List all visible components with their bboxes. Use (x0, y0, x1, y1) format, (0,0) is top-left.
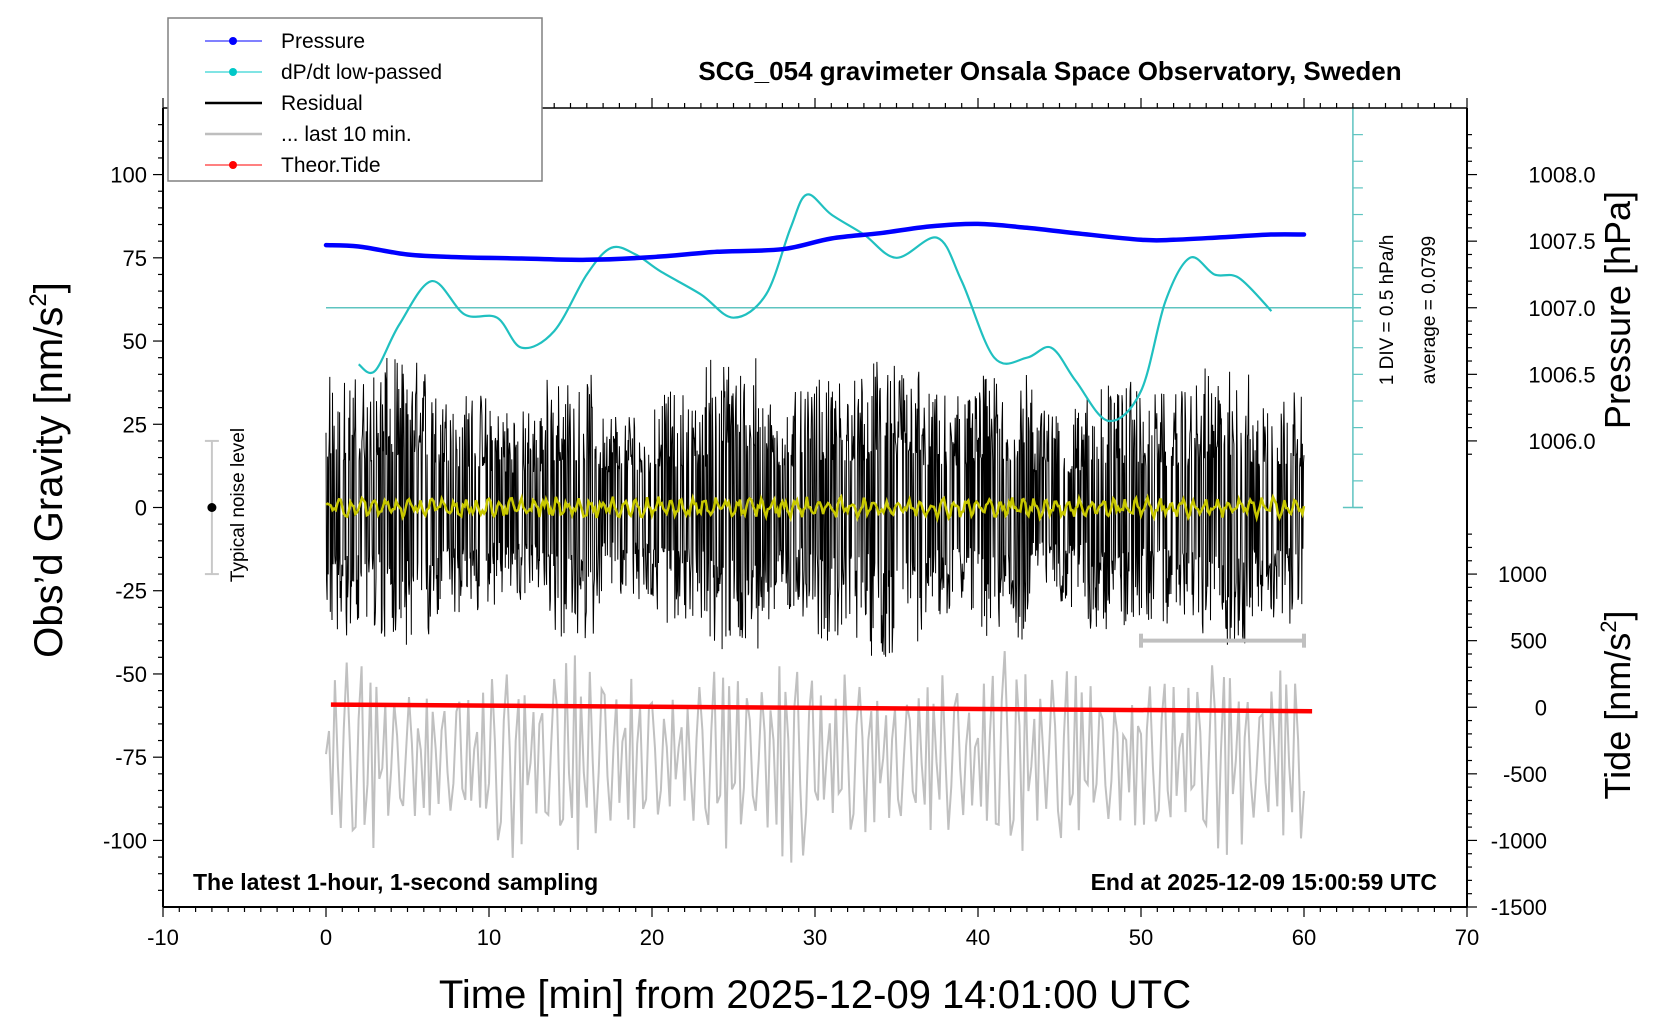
legend-marker-dot (229, 161, 237, 169)
legend-marker-dot (229, 37, 237, 45)
series-last-10-min (325, 651, 1305, 863)
axes: -10 0 10 20 30 40 50 60 701007550250-25-50-75-10… (103, 98, 1596, 950)
legend-box (167, 17, 543, 182)
series-theor-tide (330, 702, 1313, 714)
y-tick-label: 25 (123, 412, 147, 437)
noise-marker-label: Typical noise level (228, 428, 249, 582)
x-tick-label: 40 (966, 925, 990, 950)
tide-tick-label: -500 (1503, 762, 1547, 787)
y-axis-title-tide-close: ] (1597, 611, 1638, 621)
series-dpdt-lowpassed (357, 193, 1273, 423)
y-tick-label: 0 (135, 496, 147, 521)
x-tick-label: 70 (1455, 925, 1479, 950)
pressure-tick-label: 1006.5 (1528, 362, 1595, 387)
x-tick-label: 20 (640, 925, 664, 950)
legend-label: dP/dt low-passed (281, 61, 442, 84)
pressure-tick-label: 1007.5 (1528, 229, 1595, 254)
series-residual (325, 357, 1305, 657)
y-tick-label: -25 (115, 579, 147, 604)
pressure-tick-label: 1006.0 (1528, 429, 1595, 454)
legend-label: Residual (281, 92, 363, 115)
pressure-tick-label: 1008.0 (1528, 163, 1595, 188)
tide-tick-label: 500 (1510, 629, 1547, 654)
y-axis-title-left-sup: 2 (25, 293, 52, 306)
x-axis-title: Time [min] from 2025-12-09 14:01:00 UTC (439, 973, 1191, 1017)
dpdt-average-label: average = 0.0799 (1419, 236, 1440, 384)
legend: Pressure dP/dt low-passed Residual ... last… (167, 17, 543, 182)
noise-marker-dot (207, 503, 217, 512)
y-axis-title-pressure: Pressure [hPa] (1597, 191, 1638, 429)
series-residual-lowpassed (325, 493, 1306, 524)
y-tick-label: 75 (123, 246, 147, 271)
x-tick-label: -10 (147, 925, 179, 950)
pressure-tick-label: 1007.0 (1528, 296, 1595, 321)
y-tick-label: 50 (123, 329, 147, 354)
y-tick-label: 100 (110, 163, 147, 188)
x-tick-label: 0 (320, 925, 332, 950)
footer-right-note: End at 2025-12-09 15:00:59 UTC (1091, 869, 1437, 895)
tide-tick-label: 0 (1535, 695, 1547, 720)
x-tick-label: 60 (1292, 925, 1316, 950)
tide-tick-label: -1000 (1491, 828, 1547, 853)
y-tick-label: -75 (115, 745, 147, 770)
y-axis-title-left: Obs’d Gravity [nm/s2] (25, 282, 71, 658)
tide-tick-label: 1000 (1498, 562, 1547, 587)
y-axis-title-tide-sup: 2 (1596, 621, 1621, 633)
y-tick-label: -50 (115, 662, 147, 687)
legend-label: Theor.Tide (281, 154, 381, 177)
plot-area (204, 107, 1363, 863)
y-axis-title-tide: Tide [nm/s2] (1596, 611, 1638, 800)
x-tick-label: 30 (803, 925, 827, 950)
legend-marker-dot (229, 68, 237, 76)
y-axis-title-tide-main: Tide [nm/s (1597, 633, 1638, 800)
y-axis-title-left-main: Obs’d Gravity [nm/s (27, 307, 71, 658)
y-tick-label: -100 (103, 828, 147, 853)
legend-label: ... last 10 min. (281, 123, 412, 146)
tide-tick-label: -1500 (1491, 895, 1547, 920)
x-tick-label: 10 (477, 925, 501, 950)
series-pressure (323, 221, 1307, 263)
legend-label: Pressure (281, 30, 365, 53)
footer-left-note: The latest 1-hour, 1-second sampling (193, 869, 598, 895)
dpdt-scale-label: 1 DIV = 0.5 hPa/h (1377, 235, 1398, 386)
y-axis-title-left-close: ] (27, 282, 71, 293)
chart-title: SCG_054 gravimeter Onsala Space Observat… (698, 56, 1401, 86)
x-tick-label: 50 (1129, 925, 1153, 950)
